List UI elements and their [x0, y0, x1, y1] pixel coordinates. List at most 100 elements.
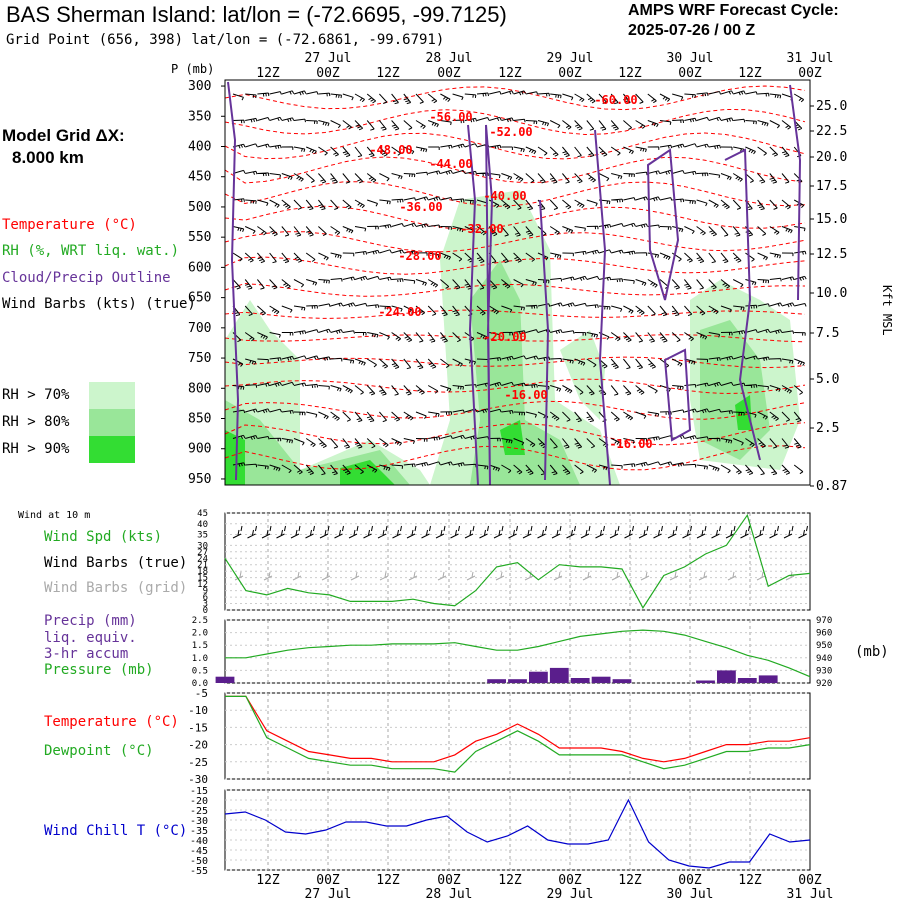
surface-barb-16 [464, 525, 475, 539]
temperature-contour-label-12: -16.00 [609, 437, 652, 451]
wind-barb-122 [330, 146, 339, 157]
wind-barb-610 [720, 355, 734, 361]
legend-wind-speed: Wind Spd (kts) [44, 529, 163, 545]
wind-barb-195 [391, 93, 399, 105]
wind-barb-92 [306, 146, 317, 155]
wind-barb-367 [525, 279, 537, 286]
wind-barb-635 [745, 226, 754, 237]
wind-barb-138 [342, 173, 351, 184]
wind-barb-26 [245, 384, 258, 388]
wind-barb-469 [611, 198, 624, 203]
wind-barb-681 [781, 252, 794, 257]
wind-barb-368 [525, 304, 538, 309]
wind-barb-169 [367, 199, 379, 207]
wind-barb-72 [281, 410, 294, 414]
wind-barb-95 [305, 226, 314, 237]
rh-region-9 [500, 420, 525, 455]
wind-barb-499 [635, 196, 648, 201]
height-tick-8: 5.0 [816, 372, 839, 387]
wind-barb-333 [501, 173, 513, 181]
wind-barb-148 [342, 438, 350, 449]
wind-barb-612 [720, 410, 733, 414]
wind-barb-54 [269, 332, 281, 338]
wind-barb-600 [720, 90, 734, 95]
top-time-tick-8: 12Z [738, 66, 762, 81]
wind-barb-526 [659, 120, 672, 126]
wind-barb-419 [562, 464, 571, 475]
pressure-ytick-2: 950 [816, 641, 832, 651]
wind-barb-300 [476, 92, 489, 97]
wind-barb-213 [403, 173, 416, 178]
wind-barb-412 [562, 276, 575, 281]
wind-barb-219 [403, 332, 413, 343]
grid-barb-5 [379, 571, 389, 581]
wind-barb-80 [293, 226, 302, 237]
temperature-contour-9 [224, 309, 806, 319]
wind-barb-349 [513, 199, 522, 210]
wind-barb-58 [269, 437, 282, 442]
rh-region-8 [340, 460, 395, 485]
wind-barb-465 [610, 93, 619, 105]
legend-rh80-swatch [89, 409, 135, 436]
wind-barb-130 [330, 357, 343, 362]
wind-barb-108 [318, 173, 327, 184]
wind-barb-201 [391, 249, 405, 254]
wind-barb-486 [623, 250, 636, 256]
wind-barb-282 [452, 409, 465, 414]
wind-barb-514 [647, 196, 661, 202]
wind-barb-228 [415, 171, 428, 176]
height-tick-9: 2.5 [816, 421, 839, 436]
legend-temperature: Temperature (°C) [2, 217, 137, 233]
bottom-date-tick-0: 27 Jul [305, 887, 352, 900]
legend-precip-equiv: liq. equiv. [44, 630, 137, 646]
wind-barb-210 [403, 93, 412, 105]
wind-barb-598 [708, 437, 721, 442]
wind-barb-608 [720, 305, 732, 313]
wind-barb-323 [488, 305, 499, 315]
wind-barb-434 [574, 464, 584, 475]
wind-barb-413 [562, 302, 575, 308]
wind-barb-174 [367, 332, 379, 338]
wind-barb-161 [354, 385, 364, 395]
windchill-ytick-0: -15 [190, 786, 208, 797]
surface-barb-17 [479, 525, 489, 539]
wind-barb-468 [611, 173, 623, 180]
surface-barb-31 [682, 525, 692, 539]
wind-barb-223 [403, 438, 415, 444]
bottom-time-tick-9: 00Z [798, 873, 822, 888]
wind-barb-552 [672, 409, 685, 413]
wind-barb-275 [452, 226, 464, 233]
wind-barb-517 [647, 279, 658, 288]
wind-barb-424 [574, 199, 585, 209]
wind-barb-82 [293, 279, 305, 288]
wind-barb-159 [355, 332, 367, 336]
wind-barb-151 [354, 120, 364, 131]
wind-barb-433 [574, 438, 583, 449]
wind-barb-453 [598, 173, 610, 182]
wind-barb-19 [245, 199, 257, 204]
precip-bar-16 [549, 667, 569, 683]
wind-barb-536 [659, 385, 671, 392]
wind-barb-527 [659, 144, 673, 149]
wind-barb-157 [354, 275, 368, 281]
wind-barb-141 [342, 252, 355, 257]
wind-barb-98 [306, 305, 318, 309]
wind-barb-530 [659, 226, 672, 230]
wind-barb-335 [501, 226, 509, 237]
grid-barb-14 [640, 571, 650, 581]
page-title: BAS Sherman Island: lat/lon = (-72.6695,… [6, 2, 507, 27]
wind-barb-542 [672, 143, 685, 149]
wind-barb-506 [635, 385, 645, 395]
wind-barb-147 [342, 411, 351, 422]
wind-barb-230 [415, 223, 429, 229]
wind-barb-473 [611, 305, 623, 312]
wind-barb-27 [245, 408, 258, 413]
wind-barb-441 [586, 249, 600, 255]
wind-barb-268 [440, 435, 453, 439]
wind-barb-299 [464, 463, 477, 468]
wind-barb-281 [452, 385, 464, 390]
wind-barb-484 [623, 197, 636, 201]
surface-barb-14 [435, 525, 446, 539]
surface-barb-4 [290, 525, 301, 539]
temperature-contour-label-6: -36.00 [399, 200, 442, 214]
